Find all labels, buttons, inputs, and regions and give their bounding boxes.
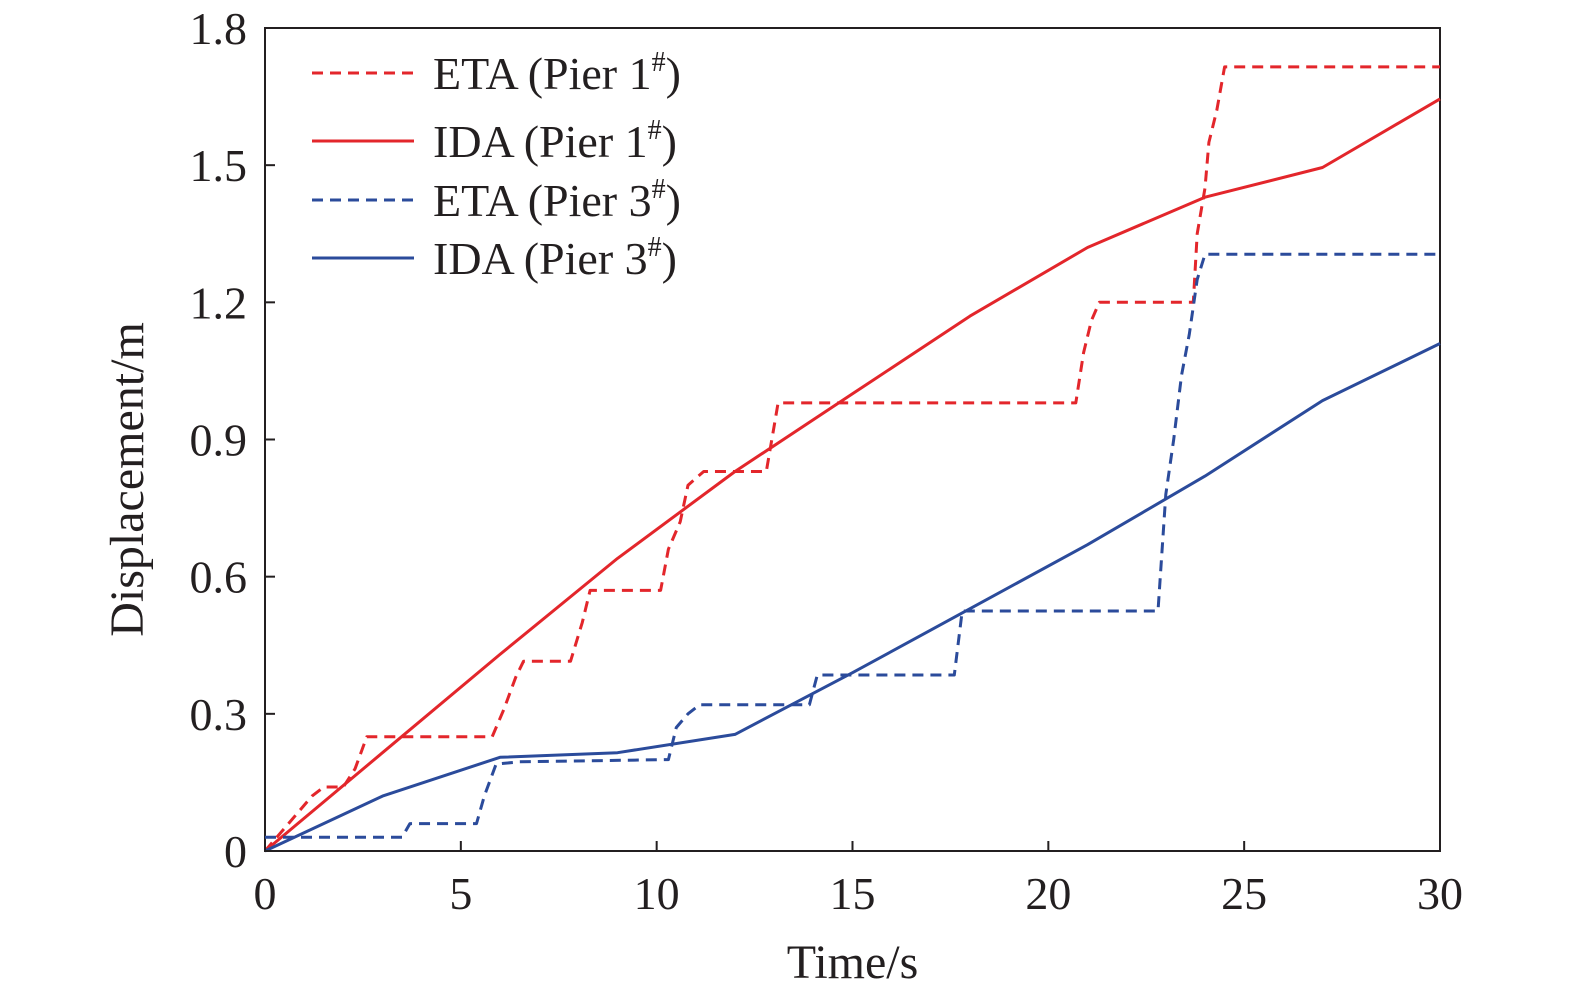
- legend-superscript: #: [648, 232, 662, 263]
- y-tick-label: 0: [224, 826, 247, 877]
- x-tick-label: 0: [254, 868, 277, 919]
- x-tick-label: 15: [830, 868, 876, 919]
- y-tick-label: 0.9: [190, 415, 248, 466]
- y-tick-label: 1.2: [190, 277, 248, 328]
- legend: ETA (Pier 1#)IDA (Pier 1#)ETA (Pier 3#)I…: [312, 47, 681, 284]
- legend-superscript: #: [652, 47, 666, 78]
- legend-label-0: ETA (Pier 1#): [433, 47, 681, 99]
- legend-closing: ): [666, 48, 681, 99]
- legend-superscript: #: [652, 174, 666, 205]
- x-tick-label: 10: [634, 868, 680, 919]
- legend-name: IDA (Pier 3: [433, 233, 648, 284]
- x-axis-title: Time/s: [787, 936, 919, 989]
- legend-closing: ): [662, 116, 677, 167]
- y-axis-title: Displacement/m: [101, 322, 154, 637]
- series-line-3: [264, 342, 1441, 853]
- y-tick-label: 0.6: [190, 552, 248, 603]
- series-line-2: [265, 252, 1440, 839]
- legend-label-3: IDA (Pier 3#): [433, 232, 677, 284]
- series-line-0: [263, 65, 1440, 852]
- series-layer: [263, 65, 1441, 853]
- x-tick-label: 20: [1025, 868, 1071, 919]
- y-tick-label: 1.5: [190, 140, 248, 191]
- y-tick-label: 1.8: [190, 3, 248, 54]
- legend-name: IDA (Pier 1: [433, 116, 648, 167]
- x-tick-label: 25: [1221, 868, 1267, 919]
- legend-superscript: #: [648, 115, 662, 146]
- axes-layer: 0 5 10 15 20 25 30 0 0.3 0.6 0.9 1.2 1.5 1.8 Time/s Dis…: [101, 3, 1463, 989]
- series-line-1: [264, 97, 1441, 853]
- legend-name: ETA (Pier 1: [433, 48, 652, 99]
- legend-closing: ): [662, 233, 677, 284]
- legend-label-2: ETA (Pier 3#): [433, 174, 681, 226]
- x-tick-label: 5: [449, 868, 472, 919]
- legend-name: ETA (Pier 3: [433, 175, 652, 226]
- y-tick-label: 0.3: [190, 689, 248, 740]
- legend-label-1: IDA (Pier 1#): [433, 115, 677, 167]
- legend-closing: ): [666, 175, 681, 226]
- x-tick-label: 30: [1417, 868, 1463, 919]
